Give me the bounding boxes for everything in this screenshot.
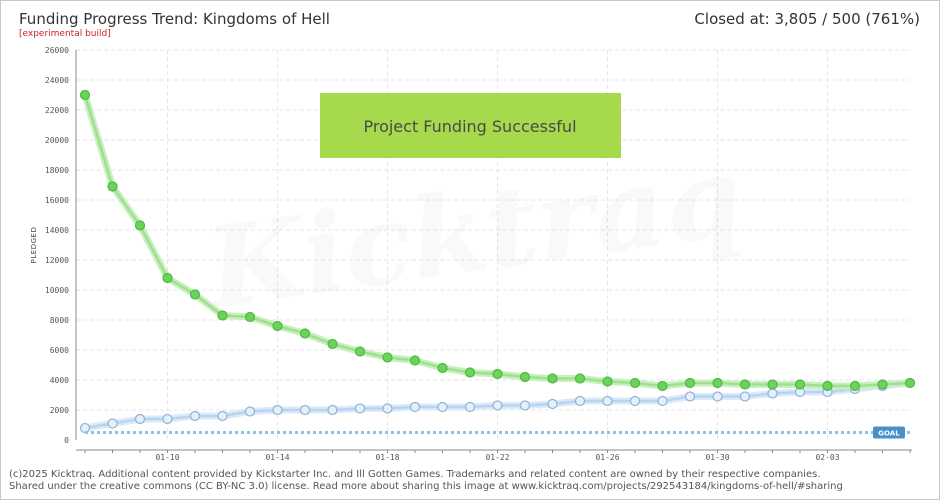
trend-point	[79, 89, 91, 101]
success-banner-box	[320, 93, 621, 158]
trend-point	[684, 377, 696, 389]
y-tick-label: 22000	[45, 106, 69, 115]
pledged-point	[629, 395, 641, 407]
pledged-point	[189, 410, 201, 422]
trend-point	[437, 362, 448, 374]
svg-text:Kicktraq: Kicktraq	[197, 131, 750, 334]
pledged-point	[602, 395, 613, 407]
y-tick-label: 26000	[45, 46, 69, 55]
pledged-point	[244, 406, 256, 417]
trend-point	[244, 311, 256, 323]
trend-point	[794, 379, 806, 390]
series-layer	[79, 89, 916, 434]
trend-point	[849, 380, 861, 392]
pledged-point	[739, 391, 751, 402]
pledged-point	[519, 400, 531, 411]
y-tick-label: 24000	[45, 76, 69, 85]
pledged-point	[107, 418, 118, 429]
trend-point	[547, 373, 558, 384]
trend-point	[492, 368, 503, 380]
trend-point	[107, 181, 118, 192]
pledged-point	[767, 388, 778, 399]
pledged-point	[464, 401, 476, 413]
trend-point	[602, 376, 613, 387]
pledged-point	[327, 404, 338, 416]
trend-point	[189, 289, 201, 300]
trend-point	[822, 380, 833, 392]
pledged-point	[382, 403, 393, 414]
trend-point	[712, 377, 723, 389]
pledged-point	[712, 391, 723, 402]
build-note: [experimental build]	[19, 29, 111, 39]
trend-point	[299, 328, 311, 339]
pledged-point	[272, 404, 283, 416]
trend-point	[739, 379, 751, 390]
trend-point	[217, 310, 228, 321]
trend-point	[327, 338, 338, 350]
trend-point	[162, 272, 173, 284]
success-banner: Project Funding Successful	[320, 93, 621, 158]
pledged-point	[492, 400, 503, 411]
trend-point	[464, 367, 476, 378]
pledged-point	[409, 401, 421, 413]
trend-point	[877, 379, 888, 390]
trend-point	[409, 355, 421, 366]
success-banner-text: Project Funding Successful	[363, 117, 576, 136]
trend-point	[519, 371, 531, 383]
x-tick-label: 01-14	[265, 453, 289, 462]
x-tick-label: 01-18	[375, 453, 399, 462]
kicktraq-watermark: Kicktraq	[197, 131, 750, 334]
y-tick-label: 20000	[45, 136, 69, 145]
y-tick-label: 10000	[45, 286, 69, 295]
pledged-point	[437, 401, 448, 413]
pledged-point	[217, 410, 228, 422]
trend-point	[574, 373, 586, 384]
trend-point	[354, 346, 366, 357]
trend-point	[134, 220, 146, 231]
x-tick-label: 02-03	[815, 453, 839, 462]
trend-point	[657, 380, 668, 392]
footer: (c)2025 Kicktraq. Additional content pro…	[9, 469, 843, 493]
closing-status: Closed at: 3,805 / 500 (761%)	[694, 10, 920, 28]
trend-point	[382, 352, 393, 363]
y-tick-label: 16000	[45, 196, 69, 205]
x-tick-label: 01-30	[705, 453, 729, 462]
y-axis-title: PLEDGED	[30, 227, 38, 264]
footer-license: Shared under the creative commons (CC BY…	[9, 481, 843, 492]
y-tick-label: 6000	[50, 346, 69, 355]
pledged-point	[574, 395, 586, 407]
y-tick-label: 14000	[45, 226, 69, 235]
trend-point	[629, 377, 641, 389]
axes: 0 2000 4000 6000 8000 10000 12000 14000 16000 180…	[30, 46, 912, 462]
trend-point	[272, 320, 283, 332]
pledged-point	[162, 413, 173, 425]
y-tick-label: 18000	[45, 166, 69, 175]
y-tick-label: 4000	[50, 376, 69, 385]
y-tick-label: 8000	[50, 316, 69, 325]
goal-badge-label: GOAL	[878, 430, 900, 438]
chart-title: Funding Progress Trend: Kingdoms of Hell	[19, 10, 330, 28]
x-tick-label: 01-26	[595, 453, 619, 462]
goal-layer: GOAL	[85, 426, 910, 439]
pledged-point	[354, 403, 366, 414]
pledged-point	[547, 398, 558, 410]
footer-copyright: (c)2025 Kicktraq. Additional content pro…	[9, 469, 821, 480]
goal-badge	[873, 426, 905, 439]
trend-point	[904, 377, 916, 389]
pledged-point	[134, 413, 146, 425]
y-tick-label: 0	[64, 436, 69, 445]
trend-point	[767, 379, 778, 390]
x-tick-label: 01-22	[485, 453, 509, 462]
x-tick-label: 01-10	[155, 453, 179, 462]
pledged-point	[299, 404, 311, 416]
pledged-point	[684, 391, 696, 402]
y-tick-label: 12000	[45, 256, 69, 265]
y-tick-label: 2000	[50, 406, 69, 415]
pledged-point	[657, 395, 668, 407]
